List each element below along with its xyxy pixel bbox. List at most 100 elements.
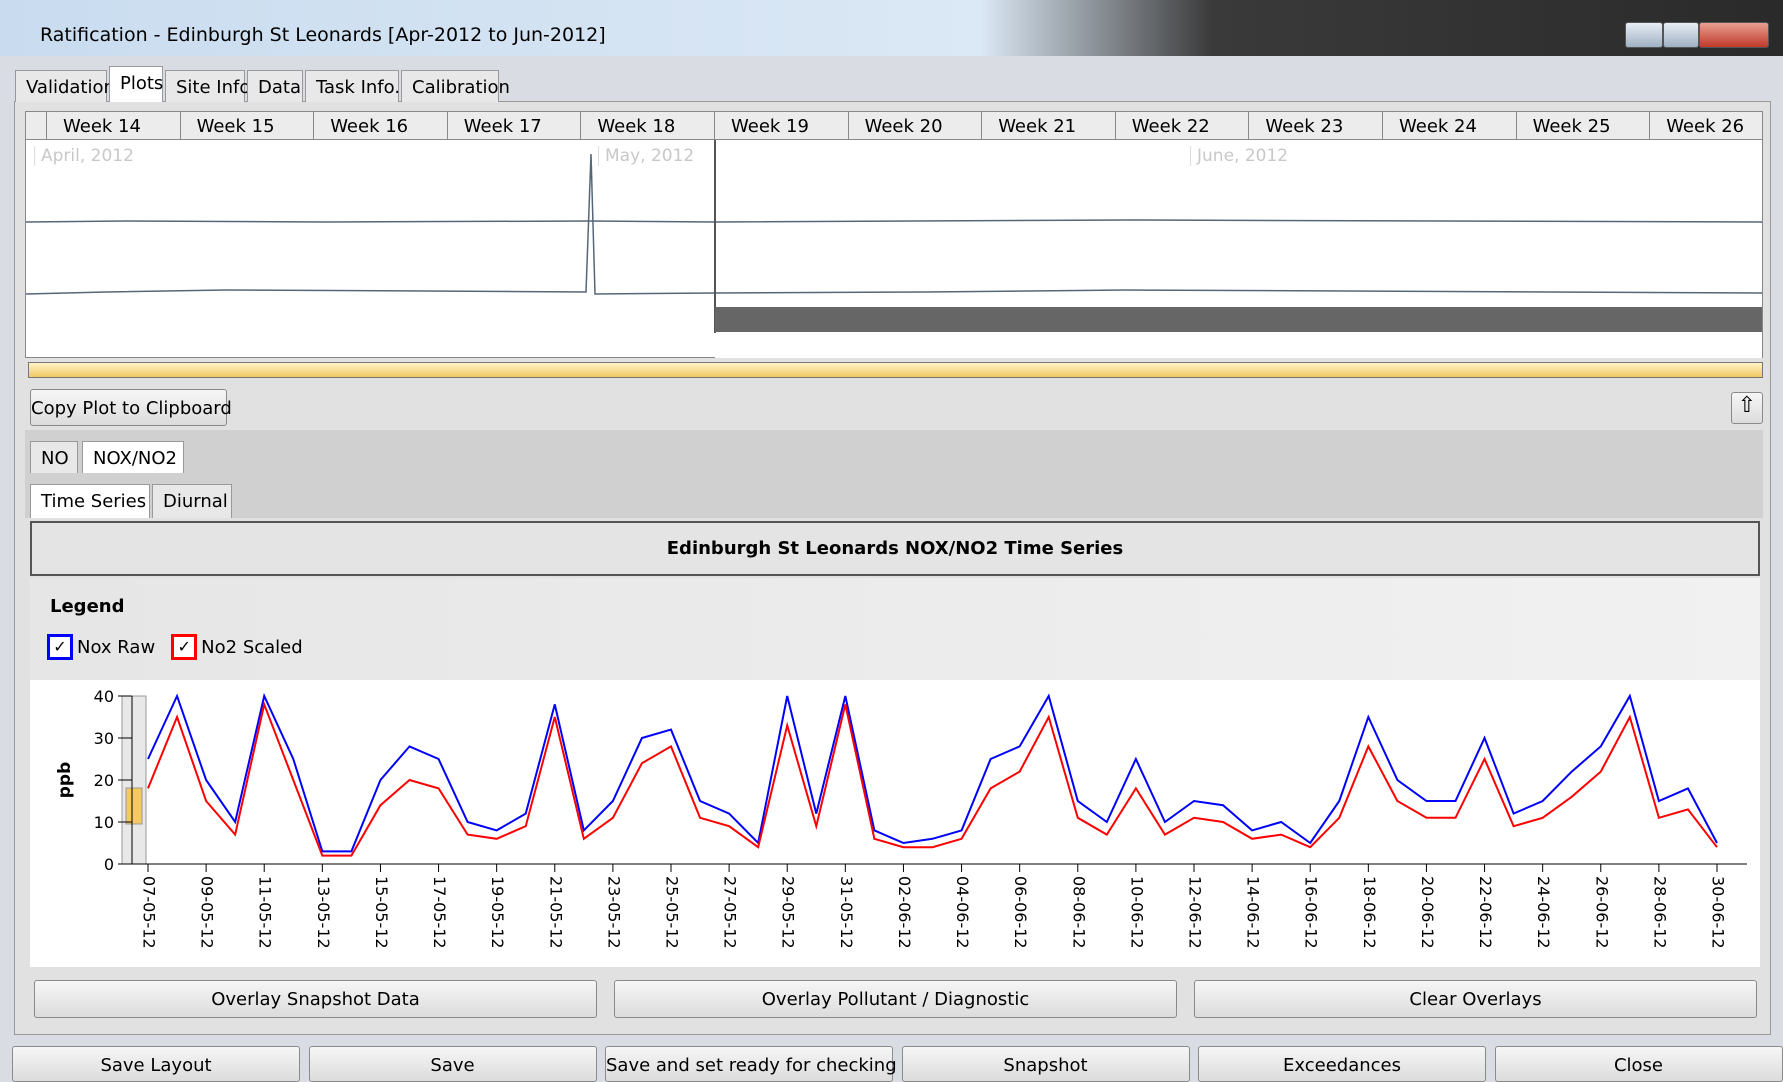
overlay-button[interactable]: Clear Overlays [1194,980,1757,1018]
bottom-button[interactable]: Close [1494,1046,1783,1082]
legend-label: No2 Scaled [201,636,303,658]
week-label: Week 26 [1649,112,1783,140]
y-zoom-thumb[interactable] [125,787,143,825]
view-tab[interactable]: Diurnal [152,484,232,518]
week-label: Week 18 [580,112,714,140]
x-tick-label: 25-05-12 [663,876,682,949]
tab[interactable]: Task Info. [305,70,400,102]
x-tick-label: 08-06-12 [1069,876,1088,949]
x-tick-label: 27-05-12 [721,876,740,949]
legend-title: Legend [50,596,125,617]
bottom-button[interactable]: Save and set ready for checking [605,1046,897,1082]
legend-checkbox[interactable]: ✓ [171,634,198,660]
week-label: Week 24 [1382,112,1516,140]
tab[interactable]: Site Info [165,70,250,102]
tab[interactable]: Plots [109,66,163,102]
legend-area: Legend ✓ Nox Raw ✓ No2 Scaled [30,578,1760,680]
month-label: June, 2012 [1190,146,1288,166]
y-tick-label: 20 [94,771,114,790]
x-tick-label: 30-06-12 [1709,876,1728,949]
y-tick-label: 0 [104,855,114,874]
week-label: Week 22 [1114,112,1249,140]
x-tick-label: 14-06-12 [1244,876,1263,949]
data-line [147,692,1718,853]
y-tick-label: 40 [94,687,114,706]
x-tick-label: 07-05-12 [140,876,159,949]
overview-plot [26,140,1762,358]
month-label: May, 2012 [598,146,694,166]
legend: ✓ Nox Raw ✓ No2 Scaled [47,634,303,660]
bottom-button[interactable]: Snapshot [901,1046,1190,1082]
bottom-button[interactable]: Exceedances [1198,1046,1486,1082]
tab[interactable]: Validation [15,70,115,102]
legend-item[interactable]: ✓ No2 Scaled [171,634,303,660]
x-tick-label: 17-05-12 [430,876,449,949]
x-tick-label: 16-06-12 [1302,876,1321,949]
week-label: Week 21 [981,112,1115,140]
pollutant-tab[interactable]: NOX/NO2 [82,441,184,473]
y-tick-label: 30 [94,729,114,748]
x-tick-label: 04-06-12 [953,876,972,949]
window-title: Ratification - Edinburgh St Leonards [Ap… [40,24,606,46]
x-tick-label: 20-06-12 [1418,876,1437,949]
bottom-button[interactable]: Save [308,1046,597,1082]
overlay-button[interactable]: Overlay Pollutant / Diagnostic [614,980,1177,1018]
x-tick-label: 18-06-12 [1360,876,1379,949]
maximize-button[interactable] [1663,22,1699,48]
x-tick-label: 28-06-12 [1650,876,1669,949]
x-tick-label: 10-06-12 [1127,876,1146,949]
range-scrollbar[interactable] [28,362,1763,378]
pollutant-tab[interactable]: NO [30,441,78,473]
week-label: Week 15 [179,112,314,140]
x-tick-label: 13-05-12 [314,876,333,949]
y-tick-label: 10 [94,813,114,832]
x-tick-label: 15-05-12 [372,876,391,949]
x-tick-label: 09-05-12 [198,876,217,949]
chart: ppb 0 10 20 30 40 07-05-12 09-05-12 11-05-12 13-… [30,680,1760,967]
x-tick-label: 11-05-12 [256,876,275,949]
x-tick-label: 23-05-12 [604,876,623,949]
legend-label: Nox Raw [77,636,156,658]
x-tick-label: 24-06-12 [1534,876,1553,949]
sub-tab-area [25,430,1763,518]
overview: Week 14 Week 15 Week 16 Week 17 Week 18 Week … [25,111,1763,358]
title-bar: Ratification - Edinburgh St Leonards [Ap… [0,0,1783,56]
view-tab[interactable]: Time Series [30,484,150,518]
x-tick-label: 21-05-12 [546,876,565,949]
week-label: Week 14 [46,112,180,140]
x-tick-label: 31-05-12 [837,876,856,949]
overview-line [26,219,1762,223]
y-axis-label: ppb [55,762,75,799]
range-label: 07/05/2012 - 30/06/2012 [722,335,923,354]
legend-item[interactable]: ✓ Nox Raw [47,634,155,660]
tab[interactable]: Calibration [401,70,510,102]
scroll-up-button[interactable]: ⇧ [1731,392,1763,424]
week-label: Week 23 [1248,112,1382,140]
x-tick-label: 06-06-12 [1011,876,1030,949]
legend-checkbox[interactable]: ✓ [47,634,73,660]
x-tick-label: 26-06-12 [1592,876,1611,949]
tab[interactable]: Data [247,70,303,102]
week-label: Week 25 [1515,112,1650,140]
copy-button[interactable]: Copy Plot to Clipboard [30,389,232,426]
close-window-button[interactable] [1699,22,1769,48]
minimize-button[interactable] [1625,22,1663,48]
data-line [147,700,1718,857]
chart-title: Edinburgh St Leonards NOX/NO2 Time Serie… [30,521,1760,576]
x-tick-label: 22-06-12 [1476,876,1495,949]
week-label: Week 16 [313,112,447,140]
x-tick-label: 19-05-12 [488,876,507,949]
month-label: April, 2012 [34,146,134,166]
x-tick-label: 12-06-12 [1186,876,1205,949]
x-tick-label: 29-05-12 [779,876,798,949]
range-strip [715,307,1762,332]
bottom-button[interactable]: Save Layout [12,1046,300,1082]
week-label: Week 17 [446,112,581,140]
week-label: Week 20 [847,112,982,140]
overview-line [26,153,1762,295]
week-label: Week 19 [714,112,848,140]
week-header: Week 14 Week 15 Week 16 Week 17 Week 18 Week … [26,112,1762,140]
overlay-button[interactable]: Overlay Snapshot Data [34,980,597,1018]
x-tick-label: 02-06-12 [895,876,914,949]
